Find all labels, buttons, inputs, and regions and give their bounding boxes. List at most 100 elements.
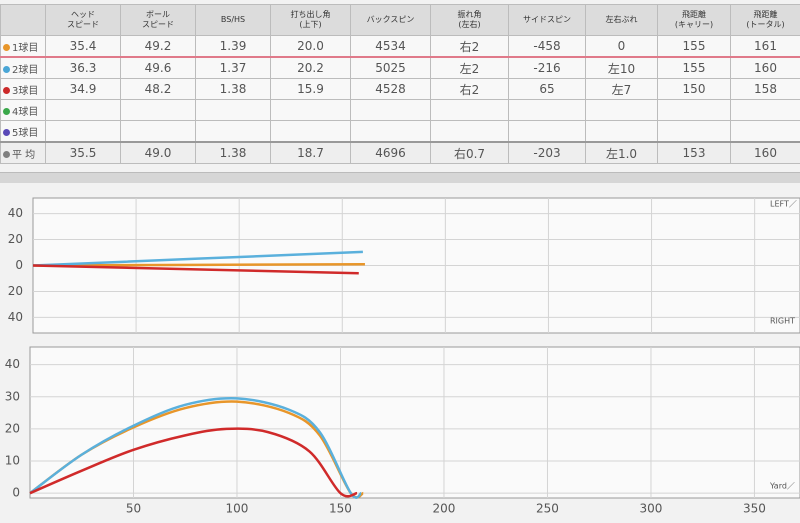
cell: -216: [508, 56, 586, 79]
cell: 左1.0: [585, 141, 658, 164]
cell: [45, 120, 121, 143]
column-header: バックスピン: [350, 4, 431, 36]
cell: -458: [508, 35, 586, 58]
y-tick-label: 10: [5, 454, 20, 468]
x-tick-label: 250: [536, 502, 559, 516]
cell: [120, 120, 196, 143]
cell: 左10: [585, 56, 658, 79]
cell: [508, 99, 586, 121]
annotation: Yard／: [769, 482, 795, 491]
column-header: 打ち出し角 (上下): [270, 4, 351, 36]
cell: 155: [657, 56, 731, 79]
cell: 1.38: [195, 78, 271, 100]
y-tick-label: 0: [12, 486, 20, 500]
y-tick-label: 40: [5, 357, 20, 371]
cell: 20.0: [270, 35, 351, 58]
cell: 160: [730, 56, 800, 79]
row: 平 均 35.5 49.0 1.38 18.7 4696 右0.7 -203 左1.0 153 16…: [0, 141, 800, 164]
row-label-cell: 1球目: [0, 35, 46, 58]
trajectory-line: [29, 427, 358, 498]
cell: 48.2: [120, 78, 196, 100]
row-label-cell: 平 均: [0, 141, 46, 164]
column-header: 振れ角 (左右): [430, 4, 509, 36]
cell: 36.3: [45, 56, 121, 79]
cell: [730, 99, 800, 121]
cell: 155: [657, 35, 731, 58]
cell: 右0.7: [430, 141, 509, 164]
row: 2球目 36.3 49.6 1.37 20.2 5025 左2 -216 左10 155 160: [0, 56, 800, 79]
row: 4球目: [0, 99, 800, 121]
cell: 160: [730, 141, 800, 164]
x-tick-label: 200: [433, 502, 456, 516]
x-tick-label: 100: [226, 502, 249, 516]
cell: [120, 99, 196, 121]
cell: 158: [730, 78, 800, 100]
cell: 35.5: [45, 141, 121, 164]
y-tick-label: 20: [8, 284, 23, 298]
annotation: RIGHT: [770, 317, 795, 326]
cell: [270, 120, 351, 143]
row-label: 5球目: [12, 127, 39, 139]
column-header: BS/HS: [195, 4, 271, 36]
cell: 1.37: [195, 56, 271, 79]
y-tick-label: 30: [5, 389, 20, 403]
y-tick-label: 40: [8, 206, 23, 220]
corner: [0, 4, 46, 36]
cell: 20.2: [270, 56, 351, 79]
cell: [430, 120, 509, 143]
row-dot: [3, 87, 10, 94]
cell: [657, 120, 731, 143]
cell: 65: [508, 78, 586, 100]
cell: 0: [585, 35, 658, 58]
cell: 161: [730, 35, 800, 58]
y-tick-label: 20: [5, 421, 20, 435]
x-tick-label: 150: [329, 502, 352, 516]
cell: 5025: [350, 56, 431, 79]
cell: [585, 120, 658, 143]
trajectory-line: [32, 264, 359, 275]
row-dot: [3, 151, 10, 158]
y-tick-label: 0: [15, 258, 23, 272]
shot-table: ヘッド スピード ボール スピード BS/HS 打ち出し角 (上下) バックスピン 振れ角…: [0, 4, 800, 164]
header-row: ヘッド スピード ボール スピード BS/HS 打ち出し角 (上下) バックスピン 振れ角…: [0, 4, 800, 36]
row-label: 1球目: [12, 42, 39, 54]
row-dot: [3, 66, 10, 73]
cell: 49.2: [120, 35, 196, 58]
cell: 18.7: [270, 141, 351, 164]
column-header: 左右ぶれ: [585, 4, 658, 36]
y-tick-label: 20: [8, 232, 23, 246]
cell: 左7: [585, 78, 658, 100]
cell: [585, 99, 658, 121]
plot-area: [29, 346, 800, 499]
cell: [508, 120, 586, 143]
column-header: ボール スピード: [120, 4, 196, 36]
cell: 4528: [350, 78, 431, 100]
cell: 150: [657, 78, 731, 100]
cell: [430, 99, 509, 121]
row-label-cell: 5球目: [0, 120, 46, 143]
cell: 153: [657, 141, 731, 164]
cell: [45, 99, 121, 121]
cell: [195, 99, 271, 121]
row-label: 4球目: [12, 106, 39, 118]
trajectory-line: [29, 397, 362, 499]
column-header: サイドスピン: [508, 4, 586, 36]
separator: [0, 172, 800, 183]
row-label-cell: 4球目: [0, 99, 46, 121]
annotation: LEFT／: [770, 200, 797, 209]
cell: [350, 99, 431, 121]
cell: 4696: [350, 141, 431, 164]
column-header: ヘッド スピード: [45, 4, 121, 36]
trajectory-line: [32, 250, 363, 267]
column-header: 飛距離 (キャリー): [657, 4, 731, 36]
row: 5球目: [0, 120, 800, 143]
y-tick-label: 40: [8, 310, 23, 324]
row-dot: [3, 108, 10, 115]
row-dot: [3, 44, 10, 51]
cell: [350, 120, 431, 143]
x-tick-label: 50: [126, 502, 141, 516]
x-tick-label: 350: [743, 502, 766, 516]
cell: 49.6: [120, 56, 196, 79]
cell: [195, 120, 271, 143]
